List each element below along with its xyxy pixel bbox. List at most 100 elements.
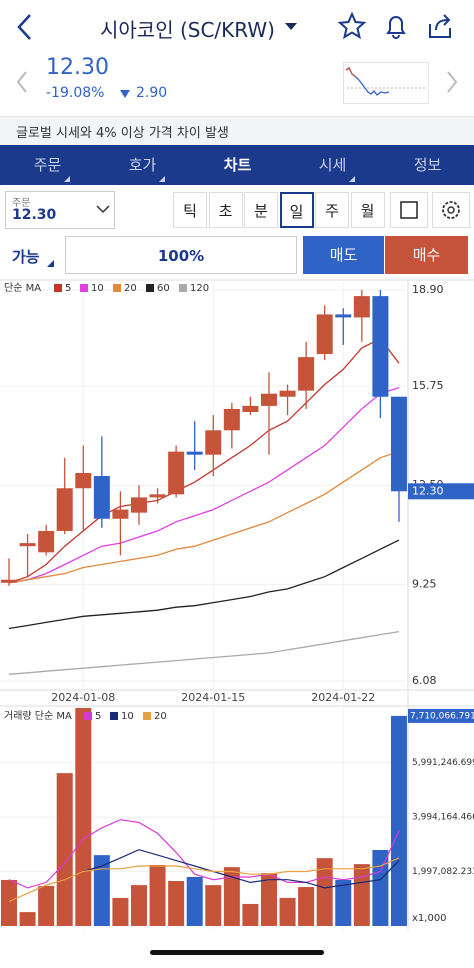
tab-menu-marker	[159, 176, 165, 182]
volume-bar	[112, 897, 129, 926]
share-icon[interactable]	[426, 12, 454, 40]
order-chevron[interactable]	[96, 204, 110, 214]
volume-bar	[205, 885, 222, 926]
candle-body	[168, 451, 185, 495]
volume-bar	[316, 858, 333, 926]
y-tick-label: 9.25	[412, 577, 437, 590]
y-tick-label: 6.08	[412, 674, 437, 687]
mini-chart	[343, 62, 429, 104]
legend-label: 20	[154, 711, 167, 722]
volume-bar	[335, 879, 352, 926]
y-tick-label: 15.75	[412, 379, 444, 392]
available-menu[interactable]	[47, 260, 55, 268]
volume-bar	[56, 773, 73, 926]
candle-body	[56, 488, 73, 531]
legend-label: 10	[121, 711, 134, 722]
ma-line	[8, 539, 400, 630]
volume-value-label: 7,710,066.791	[410, 711, 474, 721]
volume-unit-label: x1,000	[412, 913, 447, 924]
tab[interactable]: 차트	[223, 156, 252, 174]
current-price-box	[408, 483, 474, 500]
buy-button[interactable]: 매수	[385, 236, 468, 274]
tab[interactable]: 시세	[318, 156, 347, 174]
order-box[interactable]	[5, 191, 115, 229]
candle-body	[38, 530, 55, 553]
period-button[interactable]: 틱	[173, 192, 207, 228]
ma-line	[8, 386, 400, 584]
candle-body	[279, 390, 296, 397]
candle-body	[130, 497, 147, 513]
candle-body	[242, 405, 259, 412]
ma-line	[8, 450, 400, 584]
candle-body	[223, 408, 240, 431]
period-button[interactable]: 초	[208, 192, 243, 228]
legend-label: 10	[91, 283, 104, 294]
candle-body	[353, 296, 370, 318]
available-label[interactable]: 가능	[12, 248, 40, 266]
candle-body	[19, 543, 36, 547]
order-price: 12.30	[12, 207, 57, 223]
candle-body	[93, 476, 110, 519]
volume-bar	[372, 849, 389, 926]
legend-title: 거래량 단순 MA	[4, 710, 72, 722]
candle-body	[335, 314, 352, 318]
draw-tool[interactable]	[390, 192, 428, 228]
tab[interactable]: 호가	[128, 156, 157, 174]
y-tick-label: 18.90	[412, 283, 444, 296]
settings[interactable]	[432, 192, 470, 228]
tab[interactable]: 주문	[33, 156, 62, 174]
legend-swatch	[80, 284, 88, 292]
change-amount: 2.90	[136, 85, 168, 101]
volume-ma-line	[83, 849, 400, 889]
volume-ma-line	[8, 857, 400, 903]
next-coin[interactable]	[444, 70, 460, 94]
legend-swatch	[54, 284, 62, 292]
title-dropdown[interactable]	[284, 22, 298, 32]
volume-value-box	[408, 708, 474, 723]
favorite-icon[interactable]	[338, 12, 366, 40]
notice-bar	[0, 116, 474, 146]
period-button[interactable]: 월	[350, 192, 385, 228]
alarm-icon[interactable]	[382, 12, 410, 40]
legend-swatch	[113, 284, 121, 292]
candle-body	[205, 430, 222, 455]
candle-body	[186, 451, 203, 455]
ma-line	[8, 337, 400, 584]
coin-title[interactable]: 시아코인 (SC/KRW)	[100, 18, 275, 42]
x-tick-label: 2024-01-08	[51, 691, 115, 704]
volume-bar	[130, 885, 147, 926]
candle-body	[112, 509, 129, 519]
y-tick-label: 1,997,082.233	[412, 867, 474, 877]
order-label: 주문	[12, 198, 31, 209]
candle-body	[1, 579, 17, 583]
legend-swatch	[110, 712, 118, 720]
volume-bar	[279, 897, 296, 926]
legend-label: 5	[95, 711, 101, 722]
down-arrow	[120, 90, 130, 98]
period-button[interactable]: 주	[315, 192, 349, 228]
ratio-box[interactable]: 100%	[65, 236, 297, 274]
period-button[interactable]: 분	[244, 192, 278, 228]
change-rate: -19.08%	[46, 85, 105, 101]
period-button[interactable]: 일	[279, 192, 314, 228]
legend-swatch	[179, 284, 187, 292]
volume-bar	[353, 864, 370, 926]
back-button[interactable]	[14, 12, 36, 42]
home-indicator	[150, 950, 324, 955]
x-tick-label: 2024-01-15	[181, 691, 245, 704]
current-price: 12.30	[46, 55, 109, 80]
tab[interactable]: 정보	[413, 156, 442, 174]
candle-body	[260, 393, 277, 406]
tab-menu-marker	[64, 176, 70, 182]
legend-label: 120	[190, 283, 209, 294]
sell-button[interactable]: 매도	[303, 236, 384, 274]
legend-swatch	[143, 712, 151, 720]
legend-swatch	[84, 712, 92, 720]
volume-bar	[168, 881, 185, 926]
tab-menu-marker	[349, 176, 355, 182]
notice-text: 글로벌 시세와 4% 이상 가격 차이 발생	[16, 126, 229, 141]
prev-coin[interactable]	[14, 70, 30, 94]
volume-ma-line	[8, 819, 400, 889]
